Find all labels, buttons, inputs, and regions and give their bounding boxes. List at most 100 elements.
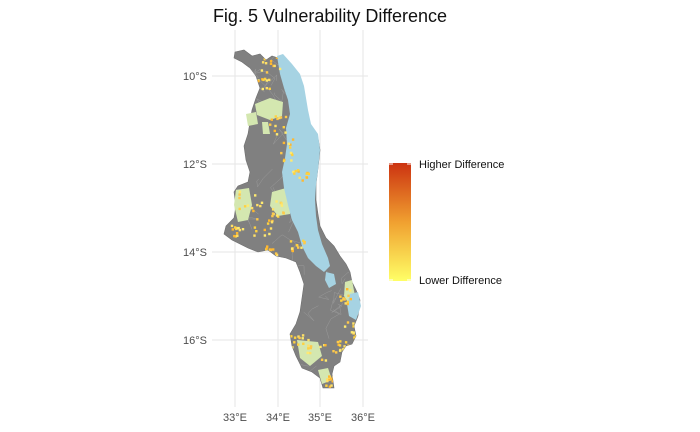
hotspot-cell (255, 84, 259, 87)
district-border (344, 191, 356, 223)
hotspot-cell (293, 336, 297, 339)
district-border (255, 263, 270, 284)
hotspot-cell (289, 146, 292, 149)
hotspot-cell (269, 62, 273, 65)
hotspot-cell (261, 61, 265, 64)
hotspot-cell (270, 253, 274, 257)
hotspot-cell (262, 78, 265, 82)
hotspot-cell (350, 331, 354, 334)
hotspot-cell (342, 348, 345, 351)
district-border (325, 157, 346, 172)
hotspot-cell (268, 78, 271, 82)
district-border (235, 254, 253, 266)
protected-area-north-strip (262, 122, 270, 134)
hotspot-cell (236, 227, 239, 230)
hotspot-cell (271, 214, 274, 218)
protected-area-west (234, 188, 252, 222)
hotspot-cell (328, 378, 331, 381)
hotspot-cell (319, 345, 322, 349)
hotspot-cell (352, 322, 355, 325)
district-border (262, 74, 278, 91)
hotspot-cell (301, 179, 304, 182)
hotspot-cell (307, 172, 310, 175)
protected-area-north (255, 98, 283, 120)
protected-area-north-small (246, 112, 258, 126)
district-border (273, 128, 287, 145)
hotspot-cell (307, 344, 310, 347)
hotspot-cell (266, 245, 269, 248)
hotspot-cell (265, 255, 269, 259)
district-border (281, 50, 314, 58)
hotspot-cell (289, 240, 293, 243)
district-border (251, 299, 263, 311)
hotspot-cell (273, 129, 276, 133)
hotspot-cell (297, 335, 300, 338)
hotspot-cell (291, 249, 294, 253)
hotspot-cell (238, 193, 241, 196)
hotspot-cell (235, 232, 239, 235)
hotspot-cell (238, 207, 241, 211)
hotspot-cell (307, 338, 310, 342)
hotspot-cell (352, 325, 355, 328)
district-border (274, 88, 284, 103)
hotspot-cell (297, 246, 300, 249)
hotspot-cell (275, 214, 279, 217)
hotspot-cell (255, 86, 258, 89)
hotspot-cell (265, 79, 268, 82)
hotspot-cell (346, 288, 349, 291)
hotspot-cell (250, 206, 254, 210)
lon-tick-label: 36°E (351, 412, 375, 424)
hotspot-cell (234, 226, 237, 229)
hotspot-cell (266, 255, 269, 259)
hotspot-cell (291, 153, 294, 157)
hotspot-cell (275, 253, 279, 257)
lat-tick-label: 16°S (183, 335, 207, 347)
map-title: Fig. 5 Vulnerability Difference (212, 6, 448, 26)
hotspot-cell (309, 351, 312, 355)
hotspot-cell (256, 203, 259, 207)
hotspot-cell (282, 159, 286, 163)
hotspot-cell (241, 228, 245, 231)
district-border (235, 295, 246, 307)
hotspot-cell (274, 124, 277, 128)
district-border (303, 305, 319, 321)
district-border (224, 170, 228, 191)
hotspot-cell (298, 176, 301, 179)
hotspot-cell (325, 384, 328, 387)
hotspot-cell (237, 226, 240, 230)
hotspot-cell (265, 71, 269, 74)
hotspot-cell (265, 87, 268, 90)
hotspot-cell (305, 176, 309, 179)
hotspot-cell (264, 62, 268, 65)
hotspot-cell (289, 143, 292, 146)
hotspot-cell (320, 358, 324, 361)
hotspot-cell (346, 321, 350, 324)
lon-tick-label: 33°E (223, 412, 247, 424)
lat-tick-label: 10°S (183, 71, 207, 83)
hotspot-cell (298, 336, 301, 340)
hotspot-cell (328, 375, 331, 378)
hotspot-cell (263, 228, 266, 232)
hotspot-cell (355, 326, 358, 329)
hotspot-cell (290, 335, 293, 338)
hotspot-cell (252, 209, 255, 213)
hotspot-cell (269, 123, 272, 126)
hotspot-cell (331, 375, 335, 379)
legend-low-label: Lower Difference (419, 275, 502, 287)
lat-axis: 10°S 12°S 14°S 16°S (183, 71, 207, 347)
hotspot-cell (277, 215, 280, 218)
hotspot-cell (342, 298, 345, 301)
hotspot-cell (276, 117, 279, 121)
hotspot-cell (306, 351, 309, 355)
hotspot-cell (293, 172, 296, 175)
district-border (238, 298, 258, 316)
hotspot-cell (260, 201, 264, 204)
district-border (341, 271, 351, 285)
hotspot-cell (253, 226, 257, 229)
hotspot-cell (305, 172, 308, 175)
hotspot-cell (289, 151, 293, 155)
hotspot-cell (349, 289, 352, 292)
hotspot-cell (254, 194, 257, 197)
hotspot-cell (300, 246, 303, 249)
